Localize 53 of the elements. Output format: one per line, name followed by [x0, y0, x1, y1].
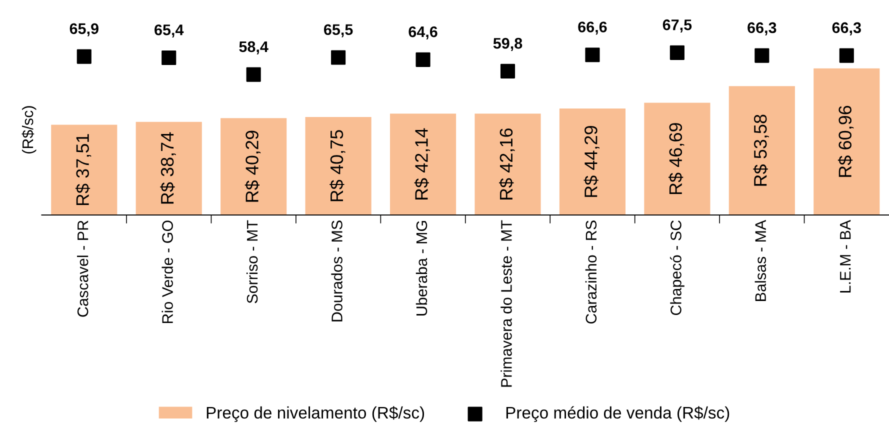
point — [754, 48, 770, 63]
x-tick-label: Carazinho - RS — [585, 220, 597, 324]
data-label: R$ 53,58 — [753, 114, 769, 186]
y-axis-title: (R$/sc) — [22, 106, 36, 154]
data-label: 66,3 — [832, 22, 861, 36]
x-tick-label: Sorriso - MT — [246, 220, 258, 304]
point — [162, 50, 176, 66]
x-tick-label: Dourados - MS — [331, 220, 342, 322]
point — [331, 50, 346, 65]
x-tick-label: Rio Verde - GO — [162, 220, 173, 324]
data-label: 66,6 — [578, 22, 607, 35]
bar — [51, 124, 118, 216]
data-label: 65,4 — [154, 24, 184, 38]
data-label: 59,8 — [493, 38, 522, 51]
data-label: R$ 40,29 — [244, 130, 261, 202]
bar — [136, 122, 202, 216]
legend-label: Preço de nivelamento (R$/sc) — [206, 406, 424, 422]
data-label: 65,9 — [70, 23, 98, 36]
legend-label: Preço médio de venda (R$/sc) — [506, 406, 730, 422]
bar — [305, 117, 372, 216]
bar — [728, 86, 795, 216]
x-tick-label: Uberaba - MG — [416, 221, 428, 316]
x-tick-label: Cascavel - PR — [77, 220, 88, 317]
x-tick-label: Chapecó - SC — [670, 220, 684, 316]
bar — [644, 102, 710, 216]
bar — [814, 68, 880, 216]
point — [585, 48, 600, 62]
data-label: 58,4 — [239, 41, 268, 54]
bar — [390, 114, 456, 216]
point — [839, 48, 854, 63]
x-tick-label: Primavera do Leste - MT — [500, 220, 512, 387]
point — [76, 49, 92, 64]
data-label: R$ 42,14 — [414, 128, 430, 200]
bar — [474, 114, 541, 216]
data-label: 67,5 — [662, 19, 692, 32]
data-label: 66,3 — [748, 22, 776, 36]
data-label: R$ 40,75 — [330, 130, 346, 202]
data-label: R$ 38,74 — [160, 132, 176, 204]
point — [670, 45, 684, 60]
point — [246, 67, 261, 82]
point — [416, 52, 430, 67]
bar — [220, 118, 287, 216]
data-label: R$ 44,29 — [584, 126, 600, 197]
data-label: R$ 60,96 — [838, 106, 854, 177]
point — [500, 64, 516, 78]
data-label: R$ 42,16 — [499, 128, 515, 200]
bar — [559, 108, 626, 216]
x-tick-label: Balsas - MA — [754, 220, 766, 301]
data-label: R$ 37,51 — [75, 134, 92, 206]
data-label: 64,6 — [408, 26, 438, 40]
data-label: 65,5 — [324, 24, 353, 38]
x-tick-label: L.E.M - BA — [840, 220, 851, 292]
data-label: R$ 46,69 — [668, 123, 684, 194]
